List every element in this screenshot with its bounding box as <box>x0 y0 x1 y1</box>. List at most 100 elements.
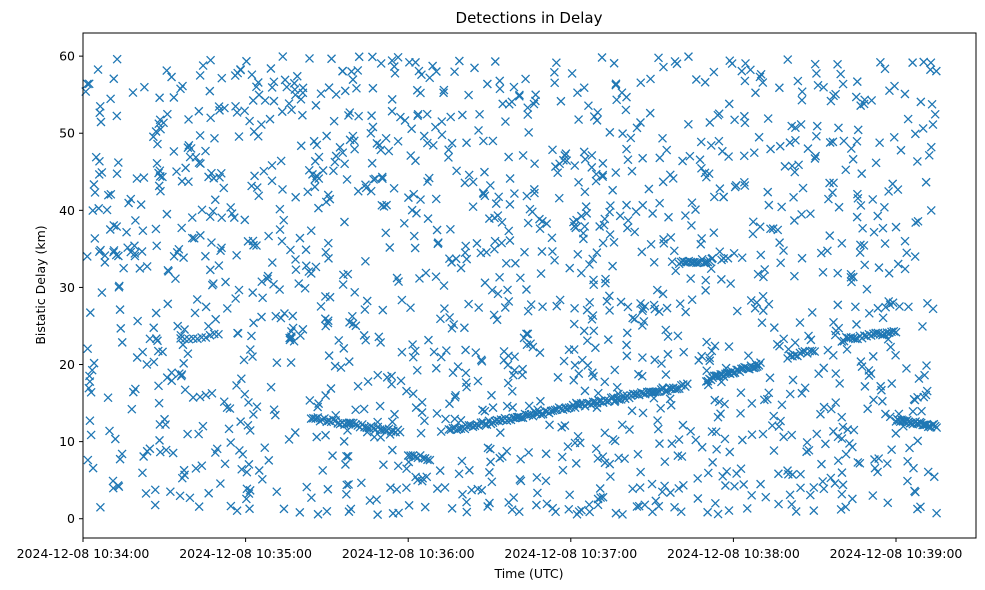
data-point <box>775 141 785 151</box>
data-point <box>930 109 940 119</box>
data-point <box>439 304 449 314</box>
data-point <box>845 438 854 448</box>
data-point <box>447 138 457 148</box>
data-point <box>94 203 104 213</box>
data-point <box>500 117 510 127</box>
data-point <box>864 308 874 318</box>
data-point <box>264 455 274 465</box>
data-point <box>320 314 330 324</box>
data-point <box>90 188 100 197</box>
data-point <box>429 347 439 357</box>
data-point <box>577 505 586 515</box>
data-point <box>214 329 223 339</box>
data-point <box>737 435 747 445</box>
data-point <box>833 432 843 442</box>
data-point <box>611 80 621 90</box>
data-point <box>680 211 690 221</box>
data-point <box>112 111 122 121</box>
data-point <box>588 254 598 264</box>
data-point <box>503 360 513 370</box>
data-point <box>769 446 779 456</box>
data-point <box>841 165 851 175</box>
data-point <box>354 111 364 121</box>
data-point <box>701 285 711 295</box>
data-point <box>449 320 459 330</box>
data-point <box>487 477 497 487</box>
data-point <box>232 108 242 117</box>
data-point <box>474 125 483 135</box>
data-point <box>485 444 495 454</box>
x-tick-label: 2024-12-08 10:36:00 <box>342 546 475 561</box>
data-point <box>608 185 618 195</box>
data-point <box>713 110 723 120</box>
data-point <box>280 75 290 85</box>
data-point <box>177 370 187 380</box>
data-point <box>507 386 517 396</box>
data-point <box>790 167 800 177</box>
data-point <box>148 132 158 142</box>
data-point <box>570 303 580 313</box>
data-point <box>634 501 644 511</box>
data-point <box>887 379 897 388</box>
data-point <box>440 482 450 492</box>
data-point <box>589 371 598 381</box>
data-point <box>460 178 470 188</box>
data-point <box>587 162 597 172</box>
data-point <box>488 136 498 146</box>
data-point <box>505 199 515 209</box>
data-point <box>769 411 779 421</box>
data-point <box>485 180 495 190</box>
y-tick-label: 10 <box>59 434 75 449</box>
data-point <box>636 78 646 88</box>
data-point <box>217 213 227 223</box>
data-point <box>813 80 823 90</box>
data-point <box>201 333 211 343</box>
data-point <box>858 223 868 233</box>
data-point <box>491 199 501 209</box>
x-axis-title: Time (UTC) <box>493 566 563 581</box>
data-point <box>603 335 613 345</box>
data-point <box>787 499 797 509</box>
data-point <box>891 222 901 232</box>
data-point <box>712 444 722 454</box>
data-point <box>514 507 524 517</box>
data-point <box>818 267 828 277</box>
data-point <box>785 138 795 148</box>
data-point <box>303 187 313 197</box>
data-point <box>387 417 397 427</box>
data-point <box>108 483 118 493</box>
data-point <box>335 142 345 152</box>
data-point <box>437 130 447 140</box>
data-point <box>741 58 750 68</box>
data-point <box>764 200 774 210</box>
data-point <box>198 61 208 71</box>
data-point <box>550 162 560 172</box>
data-point <box>667 439 677 449</box>
data-point <box>710 341 720 351</box>
data-point <box>838 480 848 490</box>
data-point <box>244 459 254 469</box>
data-point <box>94 247 104 257</box>
data-point <box>278 52 288 62</box>
data-point <box>451 390 461 400</box>
data-point <box>580 386 590 396</box>
data-point <box>623 155 633 165</box>
data-point <box>323 238 333 248</box>
data-point <box>260 443 270 453</box>
data-point <box>714 136 724 146</box>
data-point <box>705 356 715 366</box>
data-point <box>378 460 388 470</box>
data-point <box>340 217 349 227</box>
data-point <box>637 306 647 316</box>
data-point <box>555 295 565 305</box>
data-point <box>670 57 680 66</box>
data-point <box>360 256 370 266</box>
data-point <box>439 85 449 95</box>
data-point <box>365 496 375 505</box>
data-point <box>82 251 92 261</box>
data-point <box>139 173 149 183</box>
data-point <box>816 409 825 419</box>
data-point <box>384 146 394 156</box>
data-point <box>304 267 314 277</box>
plot-frame <box>82 32 977 539</box>
